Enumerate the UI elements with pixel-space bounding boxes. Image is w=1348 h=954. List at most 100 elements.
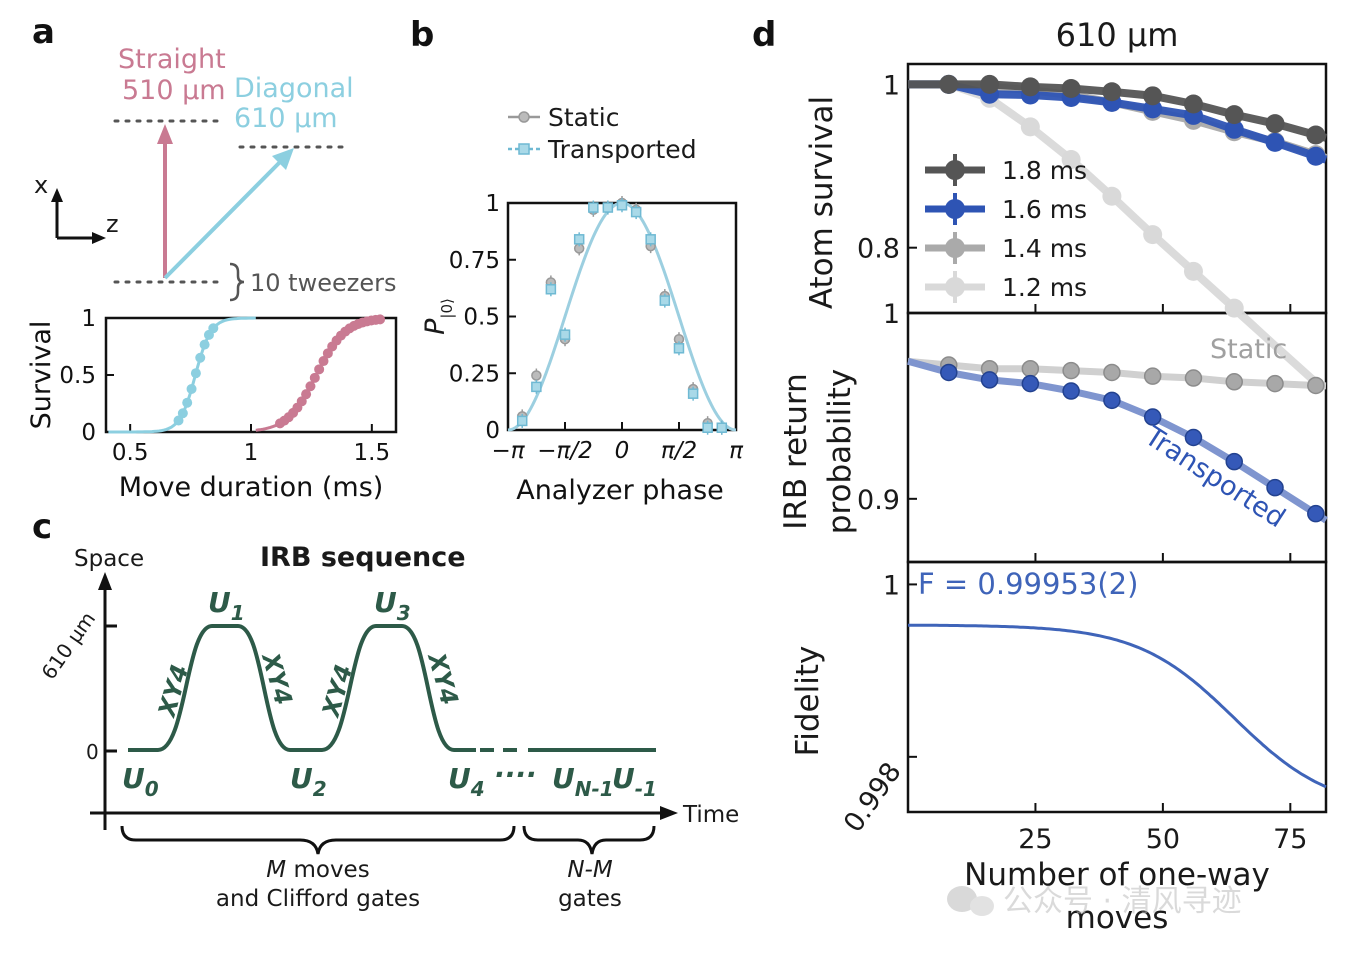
d-surv-ylabel: Atom survival [804,96,840,309]
d-irb-s1-point-5 [1143,408,1162,426]
gate-u0: U0 [122,762,159,801]
straight-arrowhead [157,124,173,144]
a-series-line-1 [255,317,385,432]
a-series-0-point-2 [182,397,193,408]
b-xtick-label-0: −π [491,438,525,464]
tweezers-brace [229,262,245,302]
b-ytick-label-0: 0 [485,418,500,444]
d-fid-curve [908,623,1327,789]
irb-title: IRB sequence [260,542,466,573]
b-legend-static-marker [518,111,530,123]
xy4-label-3: XY4 [316,661,358,721]
d-irb-ylabel-2: probability [822,369,858,534]
brace2-line2: gates [558,886,622,912]
d-legend-label-0: 1.8 ms [1002,156,1087,185]
a-series-1-point-23 [375,314,386,325]
b-s1-point-6 [602,202,614,213]
d-irb-s0-point-9 [1307,376,1325,395]
panel-b-label: b [410,15,434,55]
straight-title: Straight [118,44,226,75]
d-surv-s0-point-6 [1183,94,1203,114]
axis-z-label: z [106,210,119,238]
time-axis-label: Time [682,802,739,828]
d-irb-s0-point-5 [1143,367,1162,385]
a-plot-frame [104,316,398,434]
d-irb-s1-point-8 [1266,478,1284,497]
d-surv-s0-point-5 [1143,86,1163,106]
d-legend-marker-3 [945,277,965,297]
d-surv-ytick-label-1: 0.8 [857,234,900,265]
d-legend-label-3: 1.2 ms [1002,273,1087,302]
b-legend-static-label: Static [548,103,619,132]
d-irb-transported-label: Transported [1138,420,1290,534]
gate-u-1: U-1 [612,762,657,801]
a-xtick-label-0: 0.5 [112,440,149,466]
d-legend-marker-0 [945,160,965,180]
d-surv-s0-point-4 [1102,82,1122,102]
d-irb-s1-point-7 [1225,452,1243,471]
a-series-1-point-5 [296,396,307,407]
diagonal-arrow [163,158,284,280]
d-surv-s1-point-5 [1143,99,1163,119]
d-surv-ytick-label-0: 1 [883,70,900,101]
d-legend-marker-1 [945,199,965,219]
wechat-icon [947,886,977,912]
gate-un-1: UN-1 [552,762,614,801]
d-xlabel-line1: Number of one-way [964,857,1270,893]
straight-distance: 510 μm [122,75,226,106]
b-xtick-label-4: π [729,438,744,464]
gate-u2: U2 [290,762,327,801]
b-s0-point-1 [531,370,542,381]
b-ytick-label-1: 0.25 [449,361,500,387]
brace1-line1: M moves [266,857,369,883]
d-irb-s0-point-4 [1103,363,1121,382]
b-s1-point-0 [516,415,528,427]
b-ylabel: P|0⟩ [420,298,456,335]
b-s1-point-1 [531,381,542,393]
b-s1-point-5 [588,202,599,213]
d-xtick-label-0: 25 [1018,824,1052,855]
d-irb-s0-point-2 [1021,359,1040,378]
d-surv-s3-point-6 [1183,261,1203,281]
d-irb-s1-point-0 [940,363,958,382]
axis-x-label: x [34,171,48,199]
b-ytick-label-4: 1 [485,191,500,217]
watermark-text: 公众号 · 清风寻迹 [1003,884,1242,919]
a-series-1-point-8 [309,372,320,383]
d-surv-s3-point-5 [1143,225,1163,245]
d-irb-s1-point-4 [1103,391,1121,410]
gates-brace [522,825,656,855]
b-s1-point-9 [645,234,656,245]
d-xtick-label-1: 50 [1146,824,1180,855]
d-surv-s0-point-2 [1020,77,1040,97]
space-axis-arrowhead [98,572,112,590]
d-surv-s1-point-7 [1224,119,1244,139]
a-xlabel: Move duration (ms) [119,472,384,503]
a-series-0-point-3 [186,383,197,394]
d-fid-ytick-label-1: 0.998 [838,757,908,838]
panel-d-label: d [752,15,776,55]
a-ytick-label-1: 0.5 [59,363,96,389]
moves-brace [120,825,516,855]
d-irb-ylabel-1: IRB return [778,373,814,530]
b-s1-point-11 [673,343,685,354]
tick-610-label: 610 μm [36,607,100,684]
trajectory-path [128,624,476,752]
b-fit-curve [507,201,737,432]
d-surv-s0-point-1 [980,74,1000,94]
a-series-1-point-10 [318,356,329,367]
d-fid-annotation: F = 0.99953(2) [918,567,1138,601]
b-xtick-label-3: π/2 [661,438,697,464]
b-s1-point-4 [573,234,585,245]
a-xtick-label-1: 1 [244,440,259,466]
d-irb-s1-point-6 [1184,428,1203,447]
d-irb-s0-point-7 [1225,373,1243,391]
d-irb-s1-point-9 [1307,504,1325,523]
b-ytick-label-2: 0.5 [463,305,500,331]
a-series-1-point-6 [301,389,312,400]
b-xtick-label-1: −π/2 [537,438,593,464]
a-series-0-point-0 [173,415,184,426]
a-ytick-label-2: 1 [81,306,96,332]
d-surv-s0-point-0 [939,74,959,94]
